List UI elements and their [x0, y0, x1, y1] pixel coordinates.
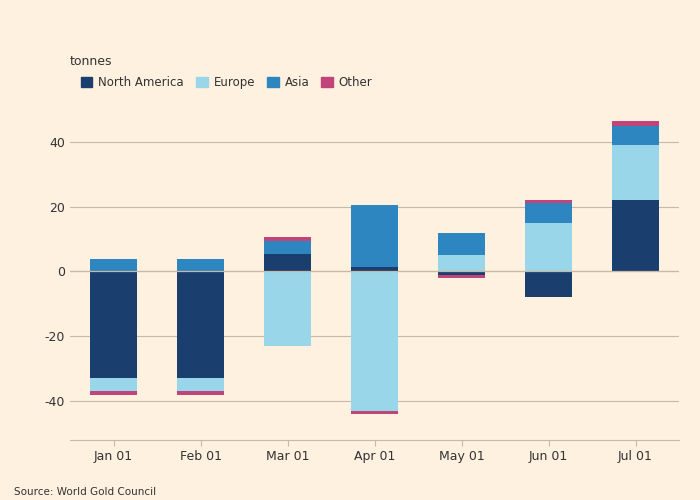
Bar [90, 272, 137, 378]
Bar [264, 254, 312, 272]
Bar [264, 240, 312, 254]
Bar [90, 392, 137, 394]
Bar [438, 272, 485, 274]
Bar [524, 200, 573, 203]
Bar [524, 204, 573, 223]
Bar [612, 200, 659, 272]
Bar [351, 411, 398, 414]
Legend: North America, Europe, Asia, Other: North America, Europe, Asia, Other [76, 72, 377, 94]
Bar [438, 256, 485, 272]
Bar [351, 205, 398, 266]
Bar [176, 272, 225, 378]
Text: tonnes: tonnes [70, 55, 113, 68]
Text: Source: World Gold Council: Source: World Gold Council [14, 487, 156, 497]
Bar [438, 274, 485, 278]
Bar [351, 272, 398, 411]
Bar [176, 392, 225, 394]
Bar [612, 126, 659, 145]
Bar [524, 272, 573, 297]
Bar [264, 272, 312, 346]
Bar [612, 121, 659, 126]
Bar [438, 232, 485, 256]
Bar [612, 145, 659, 200]
Bar [176, 258, 225, 272]
Bar [524, 223, 573, 272]
Bar [264, 238, 312, 240]
Bar [90, 378, 137, 392]
Bar [90, 258, 137, 272]
Bar [176, 378, 225, 392]
Bar [351, 266, 398, 272]
